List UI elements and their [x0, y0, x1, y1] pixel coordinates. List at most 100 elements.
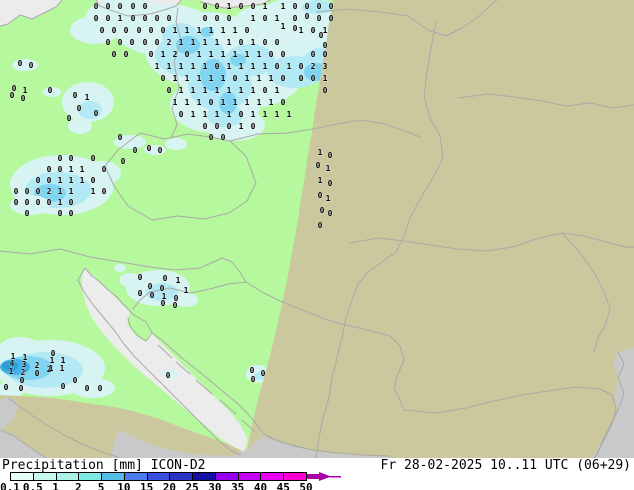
precip-value: 0	[209, 98, 214, 107]
precip-value: 0	[233, 74, 238, 83]
precip-value: 0	[318, 221, 323, 230]
colorbar-cell	[11, 473, 34, 480]
precip-value: 1	[197, 50, 202, 59]
precip-value: 1	[215, 86, 220, 95]
colorbar-tick-label: 45	[276, 481, 290, 490]
precip-value: 1	[257, 74, 262, 83]
precip-value: 0	[323, 41, 328, 50]
precip-value: 0	[161, 26, 166, 35]
precip-value: 0	[155, 38, 160, 47]
precip-value: 1	[203, 62, 208, 71]
run-timestamp: Fr 28-02-2025 10..11 UTC (06+29)	[380, 458, 631, 473]
precip-value: 0	[77, 104, 82, 113]
colorbar-tick-label: 15	[139, 481, 154, 490]
precip-value: 1	[227, 86, 232, 95]
precip-value: 0	[100, 26, 105, 35]
precip-value: 1	[263, 2, 268, 11]
precip-value: 1	[161, 50, 166, 59]
precip-value: 2	[35, 361, 40, 370]
precip-value: 1	[11, 352, 16, 361]
precip-value: 1	[251, 38, 256, 47]
precip-value: 0	[316, 161, 321, 170]
precip-value: 0	[317, 14, 322, 23]
precip-value: 0	[47, 165, 52, 174]
precip-value: 0	[48, 86, 53, 95]
precip-value: 0	[73, 376, 78, 385]
precip-value: 1	[227, 110, 232, 119]
precip-value: 0	[203, 2, 208, 11]
precip-value: 1	[91, 187, 96, 196]
precip-value: 1	[209, 26, 214, 35]
precipitation-value-labels: 0 0 0 0 0 0 0 1 0 0 1 1 0 0 0 00 0 1 0 0 0 0 0 0 0 1 0 1 0 0 0 00 0 0 0 0 0 1…	[3, 2, 334, 394]
precip-value: 0	[47, 198, 52, 207]
colorbar-tick-label: 1	[52, 481, 59, 490]
precip-value: 0	[275, 38, 280, 47]
precip-value: 1	[227, 38, 232, 47]
precip-value: 0	[85, 384, 90, 393]
precip-value: 0	[167, 86, 172, 95]
precip-value: 1	[155, 62, 160, 71]
precip-value: 1	[69, 165, 74, 174]
precip-value: 0	[239, 38, 244, 47]
precip-value: 0	[227, 14, 232, 23]
precip-value: 1	[251, 62, 256, 71]
map-canvas: 0 0 0 0 0 0 0 1 0 0 1 1 0 0 0 00 0 1 0 0 0 0 0 0 0 1 0 1 0 0 0 00 0 0 0 0 0 1…	[0, 0, 634, 458]
country-borders	[0, 0, 634, 458]
precip-value: 0	[245, 26, 250, 35]
precip-value: 1	[179, 86, 184, 95]
precip-value: 1	[49, 364, 54, 373]
legend-bar: Precipitation [mm] ICON-D2 Fr 28-02-2025…	[0, 458, 634, 490]
colorbar-zone: 0.1 0.5 1 2 5 10 15 20 25 30 35 40 45 50	[0, 472, 360, 490]
precip-value: 1	[233, 98, 238, 107]
precip-value: 0	[299, 74, 304, 83]
colorbar-tick-label: 10	[117, 481, 131, 490]
precip-value: 1	[251, 110, 256, 119]
precip-value: 0	[215, 122, 220, 131]
colorbar-tick-label: 30	[208, 481, 222, 490]
precip-value: 1	[275, 86, 280, 95]
precip-value: 1	[239, 86, 244, 95]
precip-value: 1	[245, 98, 250, 107]
precip-value: 1	[176, 276, 181, 285]
precip-value: 0	[203, 122, 208, 131]
precip-value: 1	[269, 98, 274, 107]
colorbar-cell	[261, 473, 285, 480]
precip-value: 0	[118, 2, 123, 11]
legend-title: Precipitation [mm] ICON-D2	[2, 458, 206, 473]
precip-value: 0	[91, 154, 96, 163]
precip-value: 1	[275, 14, 280, 23]
precip-value: 1	[251, 86, 256, 95]
precip-value: 0	[281, 98, 286, 107]
colorbar-cell	[56, 473, 80, 480]
precip-value: 1	[58, 198, 63, 207]
precip-value: 0	[118, 38, 123, 47]
colorbar-tick-label: 2	[74, 481, 82, 490]
precip-value: 0	[275, 62, 280, 71]
precip-value: 0	[185, 50, 190, 59]
precip-value: 1	[326, 194, 331, 203]
precip-value: 1	[318, 176, 323, 185]
precip-value: 0	[25, 187, 30, 196]
precip-value: 3	[22, 360, 27, 369]
precip-value: 0	[203, 14, 208, 23]
precip-value: 0	[323, 86, 328, 95]
precip-value: 1	[326, 164, 331, 173]
precip-value: 1	[227, 2, 232, 11]
precip-value: 0	[98, 384, 103, 393]
colorbar-tick-label: 5	[97, 481, 105, 490]
precip-value: 0	[12, 84, 17, 93]
precip-value: 1	[179, 38, 184, 47]
precip-value: 0	[251, 122, 256, 131]
precip-value: 1	[191, 110, 196, 119]
precip-value: 0	[318, 191, 323, 200]
precip-value: 0	[137, 26, 142, 35]
precip-value: 1	[203, 38, 208, 47]
precip-value: 0	[69, 154, 74, 163]
precip-value: 1	[323, 74, 328, 83]
precip-value: 0	[305, 12, 310, 21]
colorbar-cell	[193, 473, 216, 480]
precip-value: 1	[233, 50, 238, 59]
precip-value: 0	[239, 110, 244, 119]
precip-value: 0	[317, 2, 322, 11]
precip-value: 0	[94, 14, 99, 23]
